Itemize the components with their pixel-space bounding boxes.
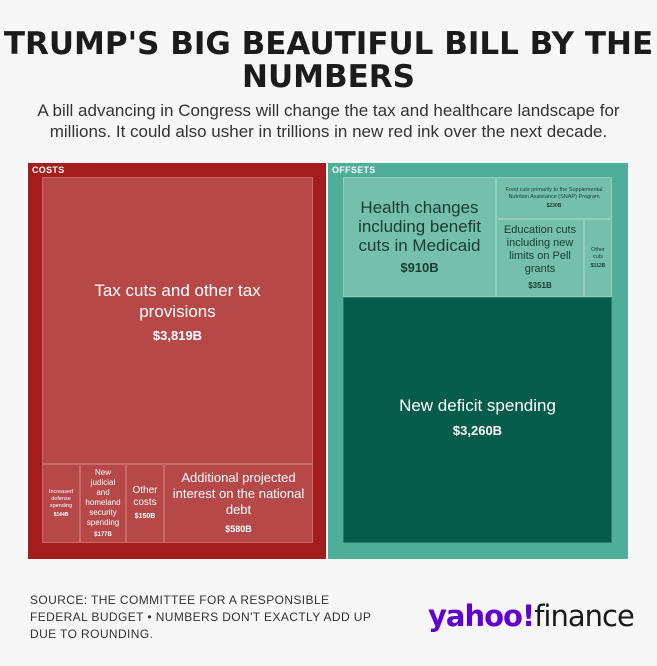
tile-education — [496, 219, 584, 297]
logo-finance: finance — [534, 599, 635, 633]
tile-label: New deficit spending — [399, 396, 556, 415]
yahoo-finance-logo: yahoo!finance — [428, 599, 635, 633]
tile-interest — [164, 464, 313, 543]
tile-new-deficit-text: New deficit spending $3,260B — [343, 383, 612, 453]
tile-label: Increased defense spending — [48, 488, 74, 509]
tile-value: $3,260B — [452, 423, 503, 438]
tile-tax-cuts-text: Tax cuts and other tax provisions $3,819… — [42, 273, 313, 353]
tile-health — [343, 177, 496, 297]
tile-label: Education cuts including new limits on P… — [503, 224, 577, 275]
tile-label: Additional projected interest on the nat… — [172, 470, 305, 517]
tile-health-text: Health changes including benefit cuts in… — [343, 177, 496, 297]
tile-snap-text: Food cuts primarily to the Supplemental … — [496, 177, 612, 219]
tile-label: Health changes including benefit cuts in… — [358, 197, 481, 255]
tile-other-cuts — [584, 219, 612, 297]
tile-defense-text: Increased defense spending $144B — [42, 464, 80, 543]
tile-other-costs — [126, 464, 164, 543]
chart-title: TRUMP'S BIG BEAUTIFUL BILL BY THE NUMBER… — [0, 28, 657, 94]
tile-label: New judicial and homeland security spend… — [85, 467, 121, 527]
tile-label: Food cuts primarily to the Supplemental … — [505, 186, 603, 200]
tile-other-costs-text: Other costs $150B — [126, 464, 164, 543]
chart-title-line-2: NUMBERS — [242, 59, 415, 95]
tile-value: $580B — [225, 524, 252, 534]
tile-new-deficit — [343, 297, 612, 543]
tile-value: $177B — [94, 531, 112, 538]
costs-group-label: COSTS — [32, 165, 65, 175]
tile-value: $150B — [134, 512, 156, 520]
tile-defense — [42, 464, 80, 543]
tile-other-cuts-text: Other cuts $112B — [584, 219, 612, 297]
tile-interest-text: Additional projected interest on the nat… — [164, 464, 313, 543]
tile-snap — [496, 177, 612, 219]
source-note: SOURCE: THE COMMITTEE FOR A RESPONSIBLE … — [30, 593, 372, 641]
tile-value: $910B — [400, 259, 439, 275]
tile-value: $112B — [590, 262, 606, 269]
tile-value: $230B — [546, 202, 562, 209]
tile-education-text: Education cuts including new limits on P… — [496, 219, 584, 297]
logo-yahoo: yahoo! — [428, 599, 535, 633]
tile-value: $144B — [53, 511, 69, 518]
tile-label: Other costs — [132, 484, 158, 508]
tile-label: Tax cuts and other tax provisions — [94, 281, 261, 321]
chart-subtitle: A bill advancing in Congress will change… — [37, 101, 620, 141]
tile-judicial — [80, 464, 126, 543]
tile-value: $3,819B — [152, 328, 203, 343]
treemap-chart: COSTS Tax cuts and other tax provisions … — [28, 163, 628, 559]
tile-tax-cuts — [42, 177, 313, 464]
tile-label: Other cuts — [591, 246, 605, 260]
tile-value: $351B — [528, 281, 552, 290]
tile-judicial-text: New judicial and homeland security spend… — [80, 464, 126, 543]
offsets-group-label: OFFSETS — [332, 165, 376, 175]
chart-title-line-1: TRUMP'S BIG BEAUTIFUL BILL BY THE — [3, 26, 654, 62]
